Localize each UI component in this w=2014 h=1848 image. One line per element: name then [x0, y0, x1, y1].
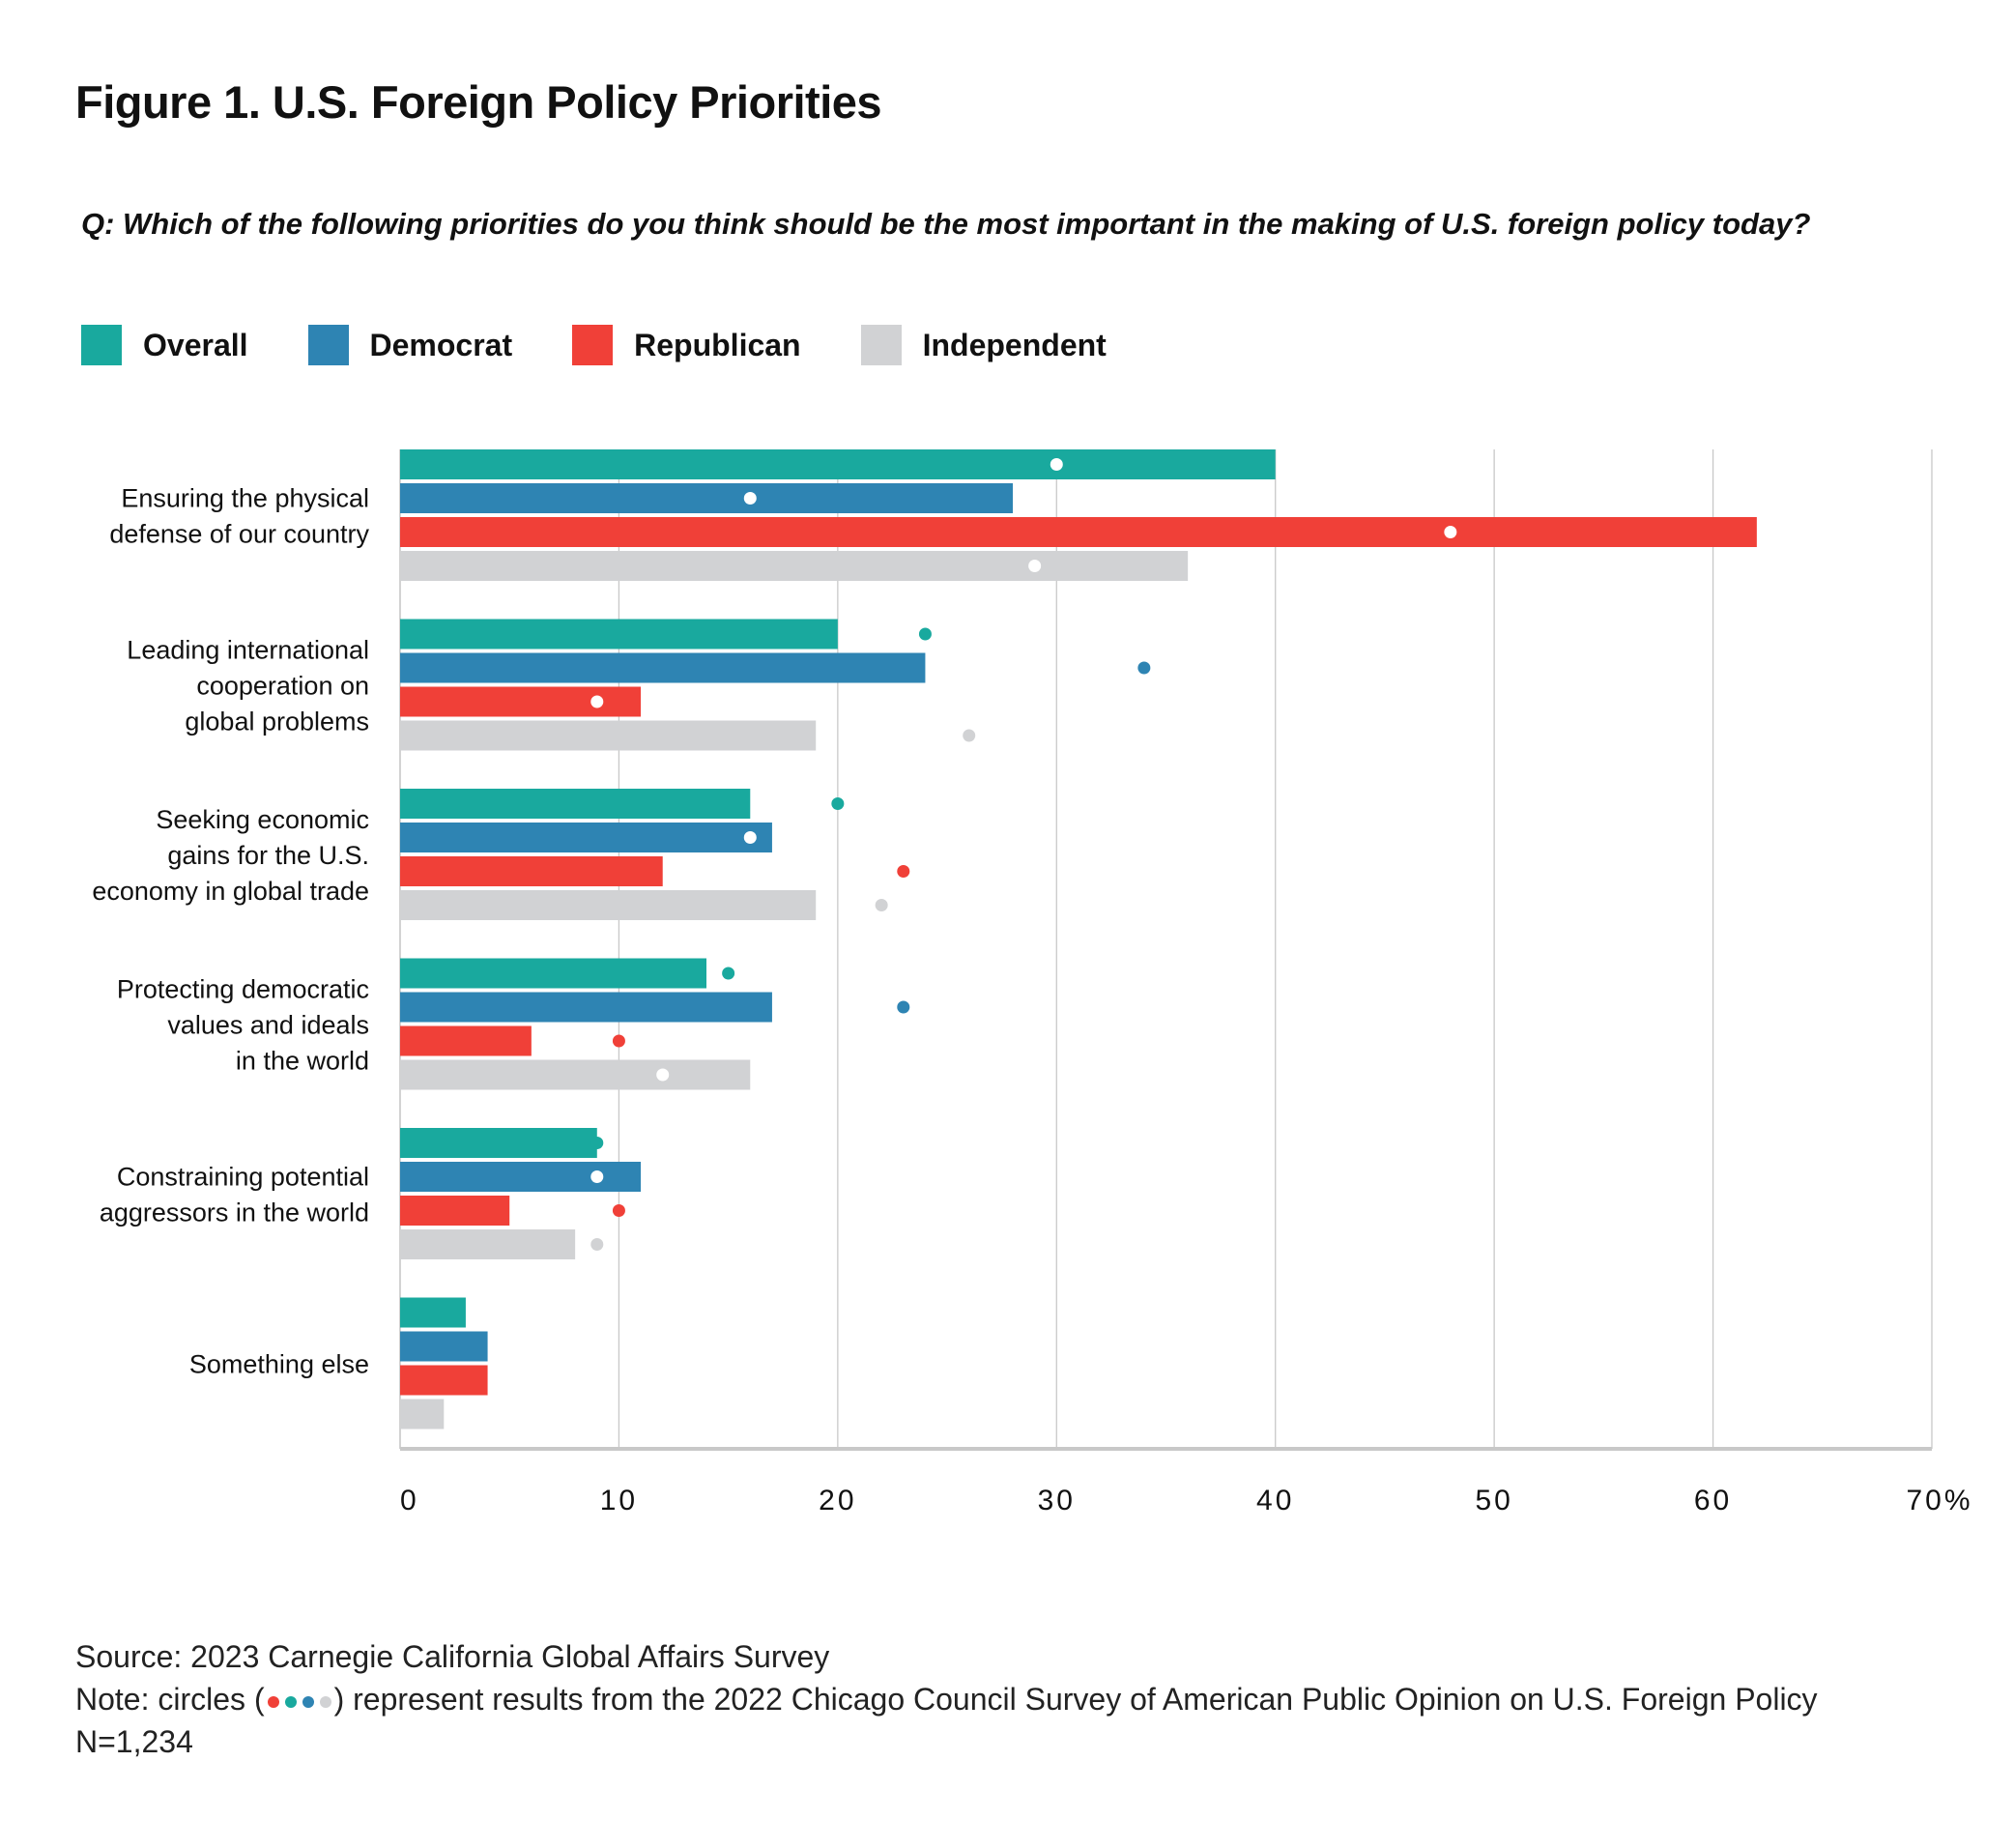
bar-independent	[400, 1059, 751, 1090]
legend-item-republican: Republican	[572, 325, 801, 365]
legend-swatch	[572, 325, 614, 365]
bar-republican	[400, 1196, 510, 1226]
circle-2022-republican	[1444, 526, 1457, 538]
bar-republican	[400, 517, 1757, 547]
category-label: Constraining potential	[117, 1163, 369, 1192]
bar-republican	[400, 686, 642, 717]
bar-independent	[400, 720, 817, 751]
bar-democrat	[400, 1162, 642, 1192]
category-label: Leading international	[127, 636, 369, 665]
circle-2022-democrat	[897, 1000, 910, 1014]
circle-2022-overall	[831, 797, 845, 810]
bar-republican	[400, 856, 663, 886]
category-label: Protecting democratic	[117, 975, 369, 1004]
chart-subtitle: Q: Which of the following priorities do …	[81, 207, 1811, 241]
note-text: Note: circles ( ) represent results from …	[75, 1678, 1818, 1720]
circle-2022-independent	[656, 1068, 670, 1082]
x-tick-label: 0	[400, 1485, 419, 1516]
note-suffix: ) represent results from the 2022 Chicag…	[333, 1682, 1818, 1717]
legend-item-democrat: Democrat	[307, 325, 513, 365]
circle-icon	[267, 1695, 279, 1708]
circle-2022-democrat	[743, 831, 757, 844]
circle-2022-democrat	[590, 1170, 604, 1183]
bar-overall	[400, 1128, 597, 1158]
circle-2022-democrat	[1137, 661, 1151, 675]
circle-2022-overall	[918, 627, 932, 641]
bar-overall	[400, 449, 1276, 479]
circle-2022-republican	[612, 1034, 625, 1048]
category-label: Ensuring the physical	[121, 484, 369, 513]
bar-republican	[400, 1025, 532, 1056]
bar-overall	[400, 789, 751, 819]
bar-independent	[400, 1399, 445, 1429]
bar-democrat	[400, 1331, 488, 1362]
category-label: Something else	[189, 1350, 369, 1379]
x-tick-label: 10	[600, 1485, 638, 1516]
x-tick-label: 70%	[1906, 1485, 1972, 1516]
bar-democrat	[400, 992, 772, 1023]
circle-2022-independent	[875, 899, 888, 911]
chart-title: Figure 1. U.S. Foreign Policy Priorities	[75, 76, 882, 128]
note-prefix: Note: circles (	[75, 1682, 265, 1717]
category-label: cooperation on	[196, 672, 369, 701]
circle-2022-independent	[1028, 560, 1042, 572]
circle-2022-overall	[1050, 458, 1063, 471]
legend-swatch	[860, 325, 902, 365]
bar-democrat	[400, 483, 1013, 513]
note-circles	[265, 1682, 334, 1717]
x-tick-label: 50	[1475, 1485, 1512, 1516]
bar-democrat	[400, 652, 926, 683]
category-label: aggressors in the world	[100, 1198, 369, 1227]
source-text: Source: 2023 Carnegie California Global …	[75, 1639, 830, 1674]
category-label: Seeking economic	[156, 805, 369, 834]
bar-overall	[400, 1297, 466, 1328]
circle-icon	[319, 1695, 331, 1708]
legend: Overall Democrat Republican Independent	[81, 325, 1166, 365]
circle-2022-republican	[612, 1204, 625, 1217]
footer: Source: 2023 Carnegie California Global …	[75, 1635, 1818, 1763]
circle-2022-republican	[590, 695, 604, 708]
legend-label: Republican	[634, 327, 801, 362]
sample-size: N=1,234	[75, 1724, 193, 1759]
bar-independent	[400, 551, 1189, 581]
bar-democrat	[400, 823, 772, 852]
circle-2022-independent	[590, 1238, 604, 1251]
x-tick-label: 20	[819, 1485, 856, 1516]
x-tick-label: 40	[1256, 1485, 1294, 1516]
circle-icon	[284, 1695, 297, 1708]
bar-independent	[400, 890, 817, 920]
category-label: defense of our country	[109, 520, 369, 549]
category-label: values and ideals	[167, 1011, 369, 1040]
legend-swatch	[81, 325, 122, 365]
x-tick-label: 30	[1038, 1485, 1076, 1516]
category-label: gains for the U.S.	[167, 841, 369, 870]
circle-2022-democrat	[743, 492, 757, 505]
bar-independent	[400, 1229, 576, 1259]
circle-2022-overall	[722, 967, 735, 980]
bar-republican	[400, 1365, 488, 1396]
legend-swatch	[307, 325, 349, 365]
bar-overall	[400, 958, 706, 989]
legend-label: Independent	[922, 327, 1107, 362]
category-label: economy in global trade	[92, 877, 369, 906]
legend-label: Overall	[143, 327, 248, 362]
circle-2022-independent	[963, 729, 976, 742]
category-label: in the world	[236, 1047, 369, 1076]
legend-item-independent: Independent	[860, 325, 1107, 365]
x-tick-label: 60	[1694, 1485, 1732, 1516]
circle-icon	[302, 1695, 314, 1708]
category-label: global problems	[185, 707, 369, 736]
circle-2022-republican	[897, 865, 910, 878]
legend-item-overall: Overall	[81, 325, 248, 365]
circle-2022-overall	[590, 1137, 604, 1149]
bar-overall	[400, 619, 838, 650]
legend-label: Democrat	[369, 327, 513, 362]
